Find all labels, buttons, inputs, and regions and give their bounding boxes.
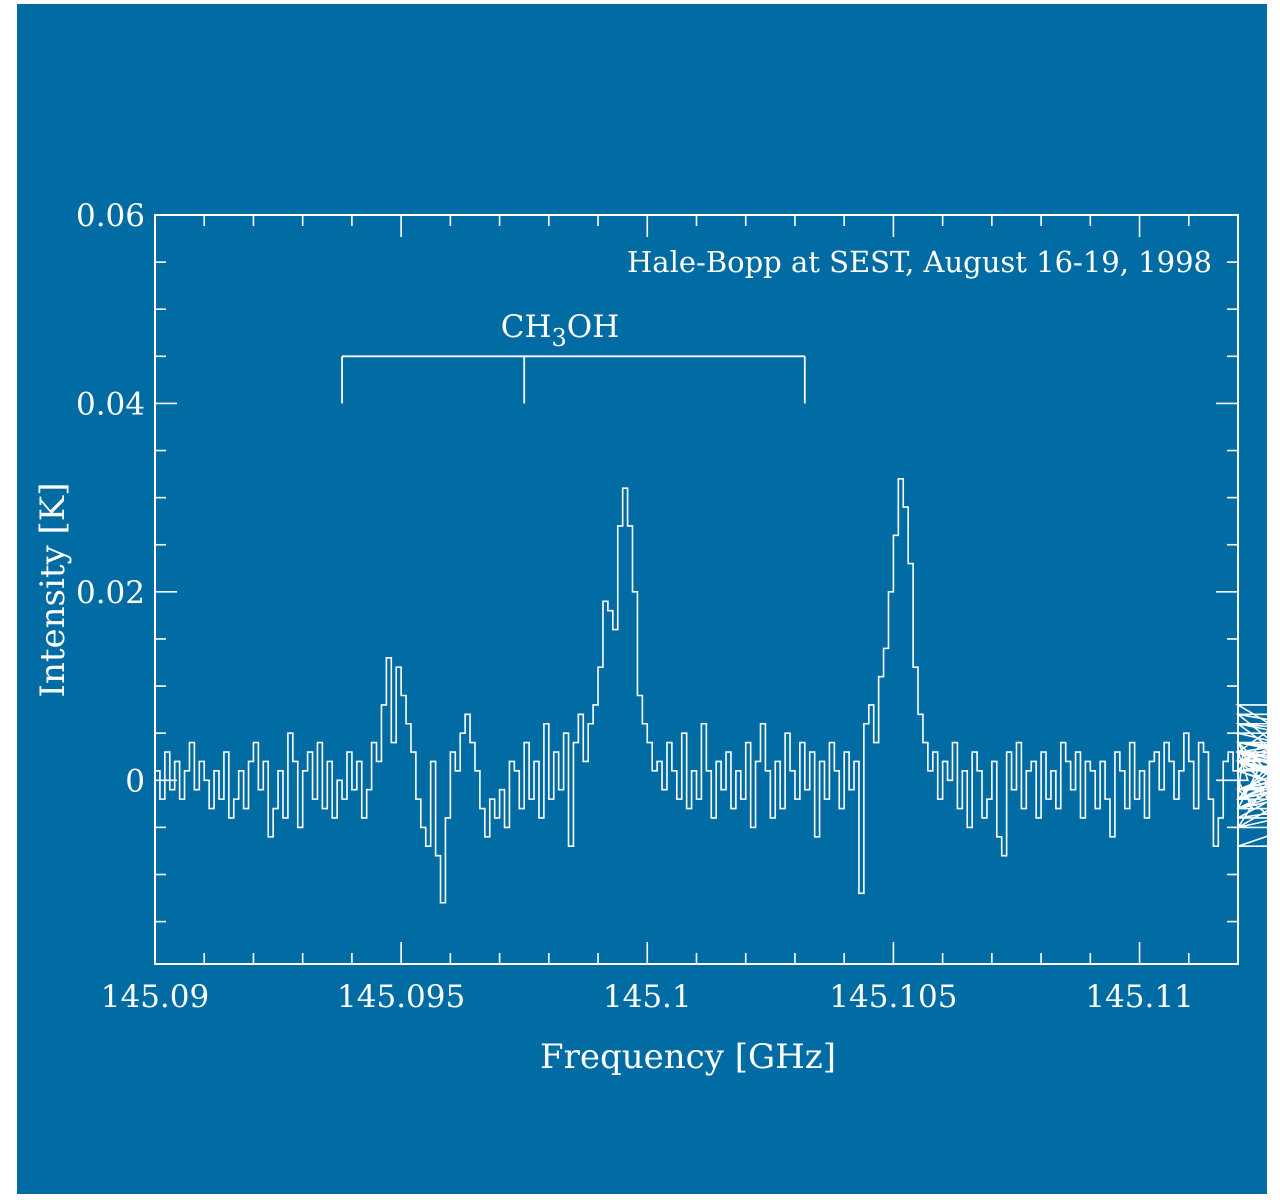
spectrum-series-line (155, 478, 1280, 904)
molecule-suffix: OH (567, 309, 619, 345)
molecule-label: CH3OH (501, 309, 620, 352)
chart-panel (17, 4, 1267, 1194)
axis-ticks (154, 214, 1239, 964)
x-tick-label: 145.095 (337, 979, 465, 1015)
x-tick-label: 145.105 (829, 979, 957, 1015)
x-tick-label: 145.1 (603, 979, 692, 1015)
x-tick-label: 145.11 (1085, 979, 1193, 1015)
plot-frame (154, 214, 1239, 965)
y-tick-label: 0.04 (76, 386, 145, 422)
molecule-prefix: CH (501, 309, 552, 345)
axis-tick-labels: 145.09 145.095 145.1 145.105 145.11 0 0.02 0.04… (76, 198, 1194, 1015)
source-annotation: Hale-Bopp at SEST, August 16-19, 1998 (627, 245, 1212, 279)
x-tick-label: 145.09 (101, 979, 209, 1015)
y-tick-label: 0.06 (76, 198, 145, 234)
ch3oh-line-markers (341, 355, 806, 404)
y-axis-label: Intensity [K] (33, 483, 73, 698)
x-axis-label: Frequency [GHz] (540, 1037, 836, 1077)
y-tick-label: 0.02 (76, 575, 145, 611)
y-tick-label: 0 (125, 763, 145, 799)
molecule-subscript: 3 (552, 324, 567, 352)
